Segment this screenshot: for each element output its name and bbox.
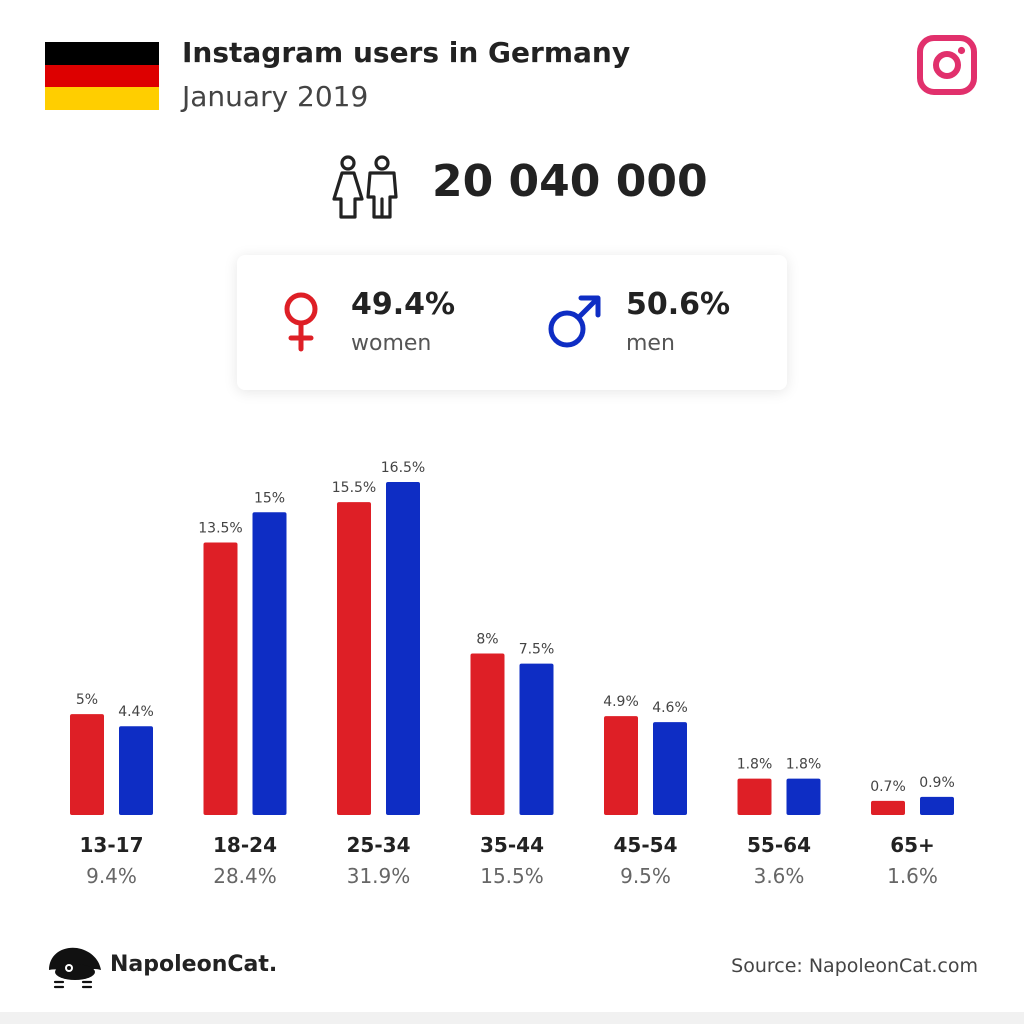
bar-35-44-series-0 [470,653,505,815]
bar-value-label: 0.9% [919,775,955,791]
bar-value-label: 1.8% [786,757,822,773]
page-title: Instagram users in Germany [182,36,631,69]
category-label: 55-64 [747,833,811,857]
female-icon [284,292,318,352]
category-label: 18-24 [213,833,277,857]
page-subtitle: January 2019 [182,80,369,113]
gender-split-card: 49.4% women 50.6% men [237,255,787,390]
flag-stripe-red [45,64,159,88]
men-label: men [626,331,675,356]
bar-value-label: 16.5% [381,460,425,476]
women-percent: 49.4% [351,287,456,322]
bar-value-label: 1.8% [737,757,773,773]
bar-value-label: 15% [254,490,285,506]
bar-45-54-series-1 [653,722,687,815]
instagram-icon [917,35,977,95]
men-percent: 50.6% [626,287,731,322]
category-label: 13-17 [80,833,144,857]
bar-value-label: 4.9% [603,694,639,710]
bar-value-label: 4.4% [118,704,154,720]
bar-value-label: 8% [476,632,498,648]
germany-flag-icon [45,42,159,110]
bar-35-44-series-1 [519,663,554,815]
bar-65+-series-0 [871,800,905,815]
bar-value-label: 4.6% [652,700,688,716]
flag-stripe-black [45,42,159,65]
bar-value-label: 13.5% [198,521,242,537]
bar-18-24-series-0 [203,542,238,815]
bar-value-label: 15.5% [332,480,376,496]
category-label: 35-44 [480,833,544,857]
age-gender-bar-chart: 5% 4.4% 13-17 9.4% 13.5% 15% 18-24 28.4% 15.5% 16… [70,460,955,888]
category-label: 65+ [890,833,935,857]
bar-value-label: 0.7% [870,779,906,795]
bar-55-64-series-1 [786,778,821,815]
napoleoncat-logo-icon [49,947,101,989]
category-total-label: 28.4% [213,864,277,888]
category-total-label: 31.9% [347,864,411,888]
brand-name: NapoleonCat. [110,952,278,977]
bar-45-54-series-0 [604,716,638,815]
bottom-strip [0,1012,1024,1024]
male-icon [548,295,601,348]
category-total-label: 15.5% [480,864,544,888]
people-icon [332,155,398,219]
category-total-label: 9.5% [620,864,671,888]
flag-stripe-gold [45,87,159,110]
category-total-label: 3.6% [754,864,805,888]
bar-13-17-series-1 [119,726,153,815]
category-total-label: 1.6% [887,864,938,888]
category-label: 25-34 [347,833,411,857]
bar-65+-series-1 [920,796,954,815]
bar-25-34-series-1 [386,482,420,815]
bar-18-24-series-1 [252,512,287,815]
bar-13-17-series-0 [70,714,104,815]
bar-55-64-series-0 [737,778,772,815]
category-total-label: 9.4% [86,864,137,888]
bar-value-label: 7.5% [519,642,555,658]
category-label: 45-54 [614,833,678,857]
women-label: women [351,331,432,356]
bar-25-34-series-0 [337,502,371,815]
source-credit: Source: NapoleonCat.com [731,955,978,977]
bar-value-label: 5% [76,692,98,708]
total-users: 20 040 000 [432,156,708,207]
